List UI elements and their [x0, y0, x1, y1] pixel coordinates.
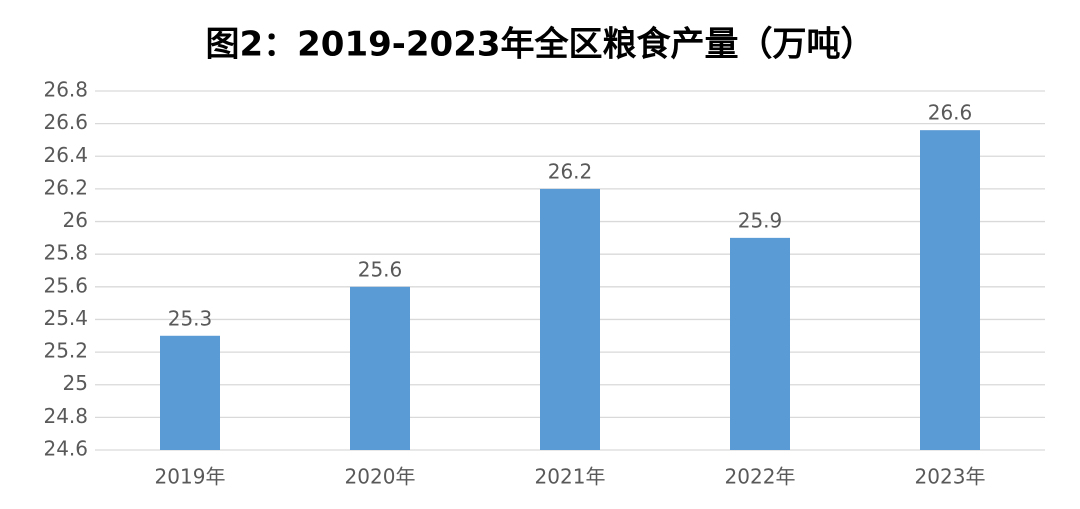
- y-tick-label: 26.8: [43, 78, 88, 102]
- value-label: 26.6: [928, 101, 973, 125]
- bar: [920, 130, 980, 450]
- bar: [730, 237, 790, 450]
- y-tick-label: 25.6: [43, 273, 88, 297]
- value-label: 25.6: [358, 257, 403, 281]
- bar: [540, 188, 600, 450]
- value-label: 26.2: [548, 159, 593, 183]
- y-tick-label: 25.2: [43, 339, 88, 363]
- x-tick-label: 2019年: [155, 465, 226, 489]
- x-tick-label: 2021年: [535, 465, 606, 489]
- y-tick-label: 26.2: [43, 175, 88, 199]
- x-tick-label: 2020年: [345, 465, 416, 489]
- y-tick-label: 26: [63, 208, 88, 232]
- chart-title: 图2：2019-2023年全区粮食产量（万吨）: [205, 25, 874, 65]
- y-tick-label: 26.4: [43, 143, 88, 167]
- y-tick-label: 24.6: [43, 437, 88, 461]
- bar: [350, 286, 410, 450]
- y-tick-label: 25: [63, 371, 88, 395]
- x-tick-label: 2023年: [915, 465, 986, 489]
- value-label: 25.9: [738, 208, 783, 232]
- y-tick-label: 25.8: [43, 241, 88, 265]
- y-tick-label: 26.6: [43, 110, 88, 134]
- value-label: 25.3: [168, 306, 213, 330]
- bar: [160, 335, 220, 450]
- y-tick-label: 25.4: [43, 306, 88, 330]
- x-tick-label: 2022年: [725, 465, 796, 489]
- y-tick-label: 24.8: [43, 404, 88, 428]
